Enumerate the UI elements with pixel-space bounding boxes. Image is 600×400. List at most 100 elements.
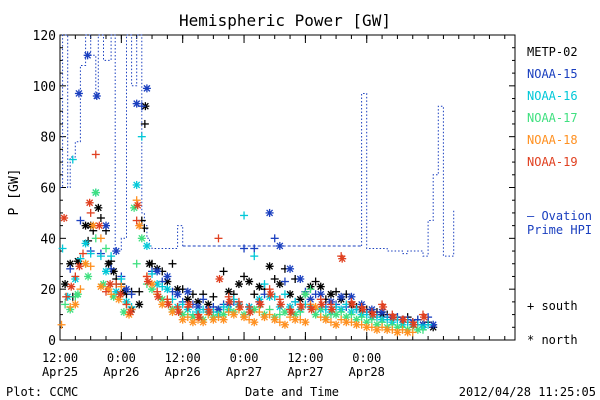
south-plus-marker [240,272,249,281]
x-tick-label-time: 12:00 [287,351,323,365]
star-d2 [60,214,68,222]
south-plus-marker [68,155,77,164]
star-d2 [174,290,182,298]
south-plus-marker [224,292,233,301]
star-d2 [164,300,172,308]
star-d2 [342,318,350,326]
south-plus-marker [291,297,300,306]
star-d2 [369,311,377,319]
north-star-marker [403,328,412,337]
star-d2 [347,293,355,301]
star-d2 [400,316,408,324]
north-star-marker [389,313,398,322]
star-d2 [82,239,90,247]
star-d2 [163,285,171,293]
north-star-marker [326,290,335,299]
north-star-marker [301,290,310,299]
x-tick-label-time: 0:00 [352,351,381,365]
star-d2 [245,278,253,286]
star-d2 [84,272,92,280]
star-d2 [97,283,105,291]
star-d2 [158,295,166,303]
x-axis-label: Date and Time [245,385,339,399]
star-d2 [92,189,100,197]
north-star-marker [95,221,104,230]
north-star-marker [378,308,387,317]
x-tick-label-time: 0:00 [230,351,259,365]
south-plus-marker [96,234,105,243]
north-star-marker [71,300,80,309]
north-star-marker [102,267,111,276]
star-d2 [94,204,102,212]
north-star-marker [84,272,93,281]
south-plus-marker [260,280,269,289]
star-d2 [102,267,110,275]
south-plus-marker [117,282,126,291]
north-star-marker [91,188,100,197]
star-d2 [404,328,412,336]
star-d2 [296,275,304,283]
star-d2 [127,308,135,316]
x-tick-label-date: Apr25 [42,365,78,379]
star-d2 [153,280,161,288]
south-plus-marker [66,264,75,273]
star-d2 [75,89,83,97]
star-d2 [138,234,146,242]
star-d2 [216,275,223,283]
star-d2 [106,280,114,288]
north-star-marker [163,285,172,294]
north-star-marker [317,300,326,309]
star-d2 [277,300,285,308]
north-star-marker [92,92,101,100]
north-star-marker [163,272,172,281]
marker-key-north: * north [527,333,578,347]
star-d2 [75,262,83,270]
star-d2 [95,222,103,230]
data-points [57,51,438,337]
south-plus-marker [142,272,151,281]
star-d2 [235,280,243,288]
south-plus-marker [71,272,80,281]
south-plus-marker [219,267,228,276]
x-tick-label-time: 12:00 [42,351,78,365]
star-d2 [146,260,153,268]
star-d2 [389,313,397,321]
star-d2 [337,293,345,301]
star-d2 [143,84,151,92]
south-plus-marker [275,295,284,304]
north-star-marker [148,280,157,289]
y-axis: 0 20 40 60 80 100 120 [33,29,515,349]
south-plus-marker [270,275,279,283]
marker-key-south: + south [527,299,578,313]
north-star-marker [183,295,192,304]
x-tick-label-date: Apr27 [287,365,323,379]
star-d2 [393,328,401,336]
north-star-marker [135,221,144,230]
x-axis: 12:00Apr250:00Apr2612:00Apr260:00Apr2712… [42,35,506,379]
star-d2 [195,313,203,321]
star-d2 [276,242,284,250]
ovation-dotted-segment [60,34,184,252]
north-star-marker [234,280,243,289]
north-star-marker [126,308,135,317]
x-tick-label-date: Apr26 [103,365,139,379]
north-star-marker [81,239,90,248]
south-plus-marker [250,244,259,253]
north-star-marker [420,313,428,322]
north-star-marker [122,285,131,294]
star-d2 [312,311,320,319]
north-star-marker [106,280,115,289]
north-star-marker [372,325,381,334]
north-star-marker [291,315,300,324]
north-star-marker [132,99,141,108]
north-star-marker [130,203,139,212]
star-d2 [338,255,346,263]
north-star-marker [85,198,94,207]
y-tick-label: 120 [33,29,56,44]
north-star-marker [215,275,224,283]
star-d2 [363,323,371,331]
south-plus-marker [270,234,279,243]
north-star-marker [209,315,218,324]
star-d2 [148,285,156,293]
north-star-marker [133,201,142,210]
